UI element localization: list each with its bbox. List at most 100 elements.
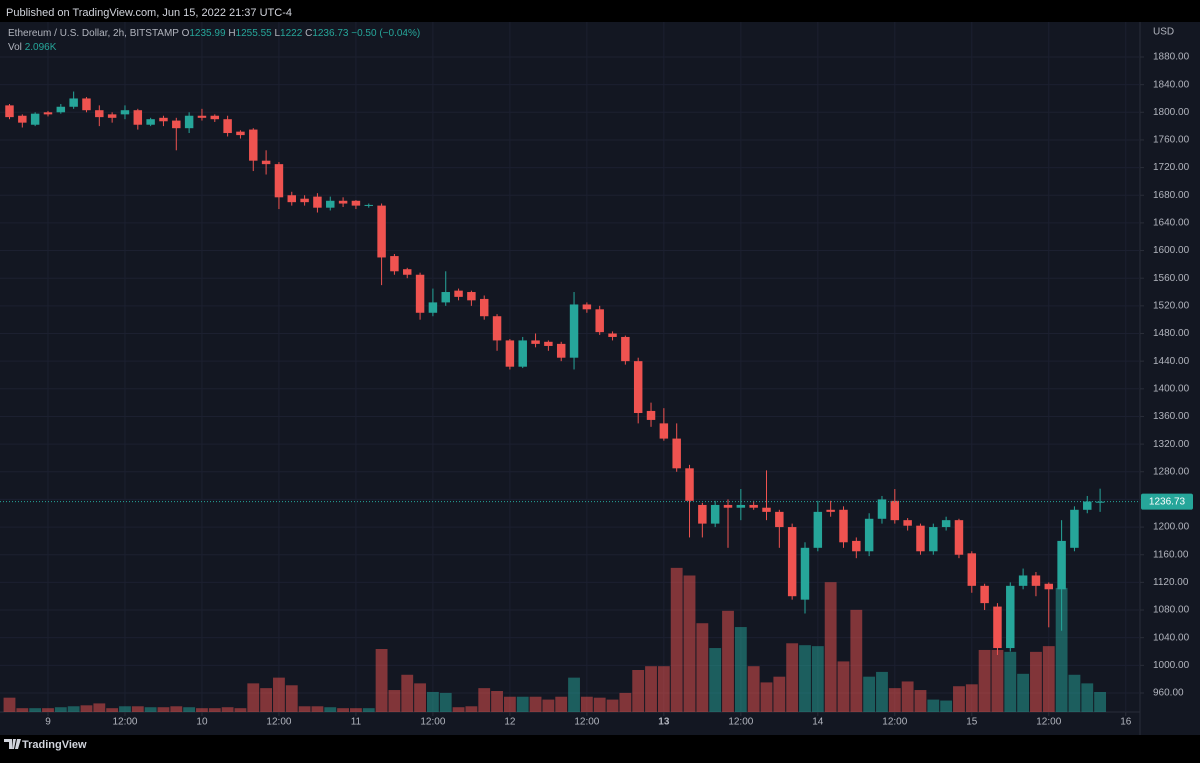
candle-body — [1057, 540, 1066, 590]
legend: Ethereum / U.S. Dollar, 2h, BITSTAMP O12… — [8, 27, 420, 55]
candle-body — [544, 341, 553, 346]
candle-body — [749, 504, 758, 508]
volume-bar — [683, 575, 696, 712]
legend-change: −0.50 (−0.04%) — [351, 28, 421, 39]
candle-body — [492, 316, 502, 341]
volume-bar — [709, 648, 722, 712]
candle-body — [762, 507, 771, 512]
legend-value: 1235.99 — [189, 28, 226, 39]
candle-body — [659, 423, 669, 439]
chart-background — [0, 22, 1200, 735]
candle-body — [197, 115, 207, 118]
candle-body — [864, 518, 874, 552]
legend-key: O — [181, 28, 190, 39]
candle-body — [980, 585, 989, 604]
volume-bar — [478, 688, 491, 712]
volume-bar — [927, 699, 940, 712]
candle-body — [698, 504, 707, 524]
candle-body — [1006, 585, 1015, 649]
candle-body — [479, 298, 489, 317]
volume-bar — [93, 703, 106, 712]
volume-bar — [1068, 674, 1081, 712]
volume-bar — [3, 697, 16, 712]
volume-bar — [734, 627, 747, 712]
candle-body — [210, 115, 220, 120]
volume-bar — [773, 676, 786, 712]
candle-body — [800, 547, 810, 600]
candle-body — [877, 499, 887, 519]
y-tick-label: 1280.00 — [1153, 466, 1190, 477]
volume-bar — [593, 697, 606, 712]
volume-bar — [568, 677, 580, 712]
volume-bar — [1094, 691, 1107, 712]
candle-body — [595, 309, 604, 333]
candle-body — [300, 198, 309, 203]
y-tick-label: 1680.00 — [1153, 190, 1190, 201]
publish-info: Published on TradingView.com, Jun 15, 20… — [0, 0, 1200, 22]
volume-bar — [657, 666, 670, 712]
candle-body — [929, 527, 938, 552]
candle-body — [95, 110, 104, 118]
candle-body — [56, 106, 66, 113]
volume-bar — [1042, 646, 1055, 712]
volume-bar — [401, 674, 414, 712]
legend-value: 1236.73 — [312, 28, 349, 39]
volume-bar — [426, 691, 439, 712]
volume-bar — [311, 706, 324, 712]
y-tick-label: 1840.00 — [1153, 79, 1190, 90]
x-tick-label: 12:00 — [420, 717, 445, 728]
candle-body — [1031, 575, 1041, 586]
candle-body — [518, 340, 527, 367]
candle-body — [839, 509, 848, 543]
volume-bar — [414, 683, 426, 712]
y-tick-label: 1640.00 — [1153, 218, 1190, 229]
candle-body — [184, 115, 194, 129]
volume-bar — [234, 708, 247, 712]
candle-body — [236, 131, 245, 136]
y-tick-label: 1760.00 — [1153, 135, 1190, 146]
chart: USD 960.00 1000.00 1040.00 1080.00 1120.00 11… — [0, 22, 1200, 735]
candle-body — [993, 606, 1002, 649]
volume-bar — [16, 708, 29, 712]
candle-layer — [5, 91, 1105, 655]
candle-body — [916, 525, 925, 552]
volume-bar — [837, 661, 850, 712]
legend-value: 1255.55 — [235, 28, 272, 39]
x-tick-label: 16 — [1120, 717, 1132, 728]
x-tick-label: 12:00 — [728, 717, 753, 728]
volume-bar — [388, 690, 401, 712]
y-tick-label: 1080.00 — [1153, 605, 1190, 616]
legend-row: Vol 2.096K — [8, 41, 420, 55]
volume-bar — [1017, 673, 1030, 712]
legend-key: L — [274, 28, 281, 39]
volume-bar — [722, 610, 734, 712]
candle-body — [1095, 501, 1105, 503]
candle-body — [1018, 575, 1028, 586]
candle-body — [787, 527, 797, 597]
x-tick-label: 12:00 — [574, 717, 599, 728]
candle-body — [710, 504, 720, 524]
volume-bar — [580, 696, 593, 712]
x-tick-label: 9 — [45, 717, 51, 728]
x-tick-label: 11 — [351, 717, 362, 728]
volume-bar — [208, 708, 221, 712]
volume-bar — [632, 670, 645, 712]
legend-row: Ethereum / U.S. Dollar, 2h, BITSTAMP O12… — [8, 27, 420, 41]
candle-body — [646, 410, 656, 420]
candle-body — [5, 105, 14, 118]
y-tick-label: 1160.00 — [1153, 549, 1189, 560]
volume-bar — [273, 677, 285, 712]
volume-bar — [29, 708, 42, 712]
volume-bar — [260, 688, 273, 712]
volume-bar — [555, 696, 568, 712]
volume-bar — [619, 692, 632, 712]
candle-body — [954, 520, 964, 555]
volume-bar — [439, 692, 452, 712]
volume-bar — [991, 649, 1004, 712]
volume-bar — [452, 707, 465, 712]
x-tick-label: 12:00 — [882, 717, 907, 728]
candle-body — [454, 290, 463, 297]
candle-body — [133, 110, 143, 125]
volume-bar — [850, 609, 863, 712]
y-tick-label: 1560.00 — [1153, 273, 1190, 284]
